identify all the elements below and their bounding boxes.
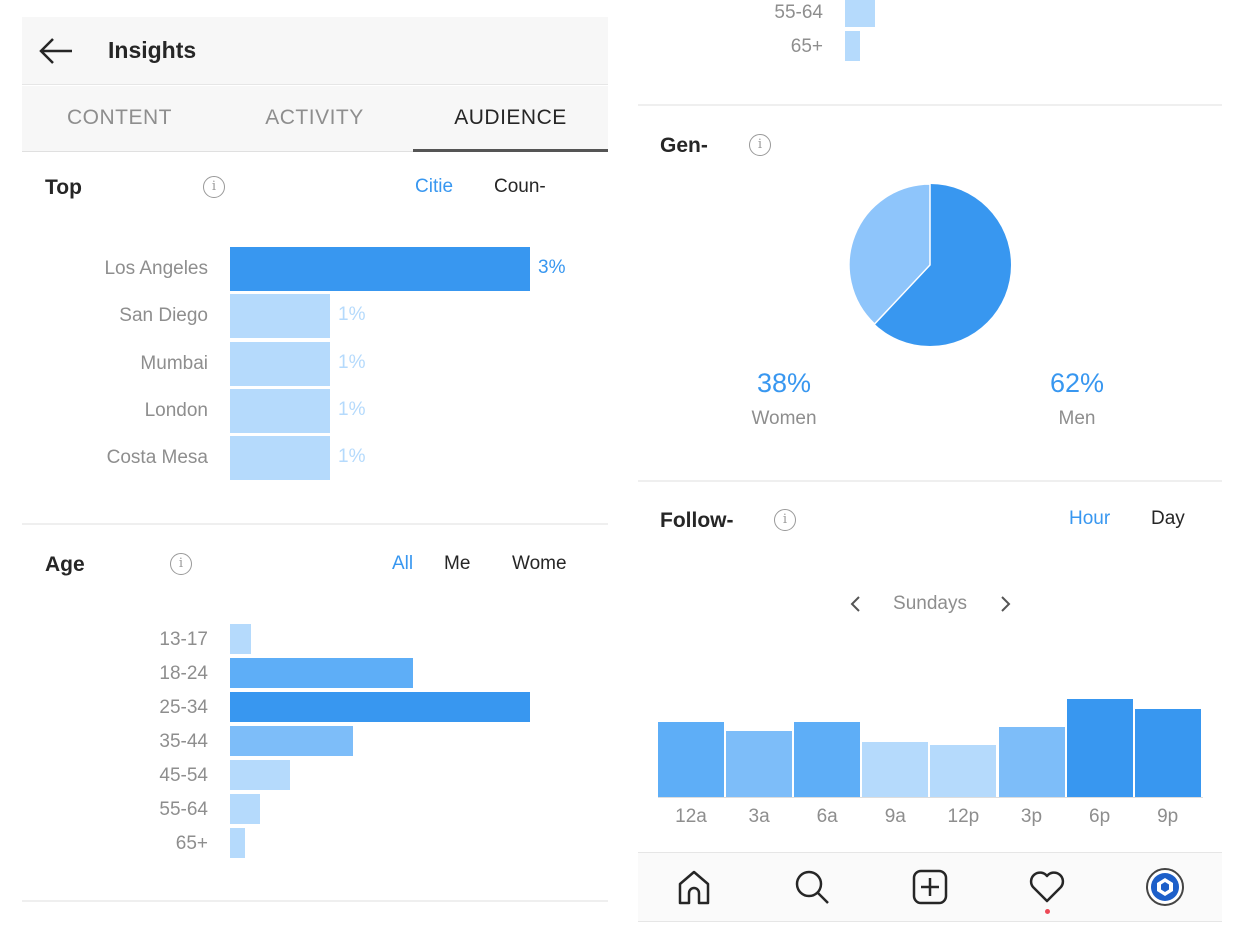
location-label: London xyxy=(144,399,208,421)
home-icon[interactable] xyxy=(674,867,714,907)
info-icon[interactable]: i xyxy=(170,553,192,575)
follower-bar xyxy=(726,731,793,797)
follower-bar xyxy=(1134,709,1201,797)
followers-title: Follow- xyxy=(660,509,734,532)
age-label: 35-44 xyxy=(159,731,208,752)
divider xyxy=(22,900,608,902)
follower-bar xyxy=(1066,699,1133,797)
age-label: 55-64 xyxy=(774,2,823,23)
day-label: Sundays xyxy=(893,593,967,614)
age-label: 45-54 xyxy=(159,765,208,786)
gender-pie-chart xyxy=(848,183,1011,346)
location-label: Los Angeles xyxy=(104,258,208,279)
age-bar xyxy=(230,692,530,722)
profile-avatar-icon[interactable] xyxy=(1145,867,1185,907)
follower-bar xyxy=(930,745,997,797)
hour-label: 3a xyxy=(748,806,770,827)
age-label: 18-24 xyxy=(159,663,208,684)
info-icon[interactable]: i xyxy=(749,134,771,156)
location-bar xyxy=(230,436,330,481)
hour-label: 6a xyxy=(816,806,838,827)
divider xyxy=(638,480,1222,482)
countries-toggle[interactable]: Coun- xyxy=(494,176,546,197)
age-all-toggle[interactable]: All xyxy=(392,553,414,574)
day-toggle[interactable]: Day xyxy=(1151,508,1185,529)
men-label: Men xyxy=(1058,408,1096,429)
back-arrow-icon[interactable] xyxy=(38,37,74,65)
location-percent: 1% xyxy=(338,304,366,326)
age-bar xyxy=(230,828,245,858)
top-locations-title: Top xyxy=(45,176,82,199)
age-label: 25-34 xyxy=(159,697,208,718)
tab-bar: CONTENT ACTIVITY AUDIENCE xyxy=(22,86,608,152)
heart-icon[interactable] xyxy=(1027,867,1067,907)
notification-dot xyxy=(1045,909,1050,914)
age-bar xyxy=(230,726,353,756)
hour-toggle[interactable]: Hour xyxy=(1069,508,1111,529)
age-title: Age xyxy=(45,553,85,576)
age-bar xyxy=(230,794,260,824)
location-percent: 1% xyxy=(338,351,366,373)
age-men-toggle[interactable]: Me xyxy=(444,553,471,574)
info-icon[interactable]: i xyxy=(203,176,225,198)
page-title: Insights xyxy=(108,37,197,63)
chevron-right-icon[interactable] xyxy=(999,595,1013,613)
bottom-nav xyxy=(638,852,1222,922)
women-label: Women xyxy=(751,408,817,429)
active-tab-indicator xyxy=(413,149,608,152)
hour-label: 9p xyxy=(1157,806,1179,827)
divider xyxy=(638,104,1222,106)
location-label: Costa Mesa xyxy=(106,447,208,469)
follower-bar xyxy=(998,727,1065,797)
hour-label: 6p xyxy=(1089,806,1111,827)
chevron-left-icon[interactable] xyxy=(848,595,862,613)
hour-label: 12p xyxy=(947,806,980,827)
age-label: 65+ xyxy=(175,833,208,854)
men-percent: 62% xyxy=(1049,368,1105,398)
age-bar xyxy=(230,658,413,688)
add-post-icon[interactable] xyxy=(910,867,950,907)
age-bar xyxy=(845,0,875,27)
divider xyxy=(22,523,608,525)
info-icon[interactable]: i xyxy=(774,509,796,531)
location-bar xyxy=(230,247,530,291)
app-header: Insights xyxy=(22,17,608,85)
age-bar xyxy=(230,760,290,790)
location-bar xyxy=(230,294,330,339)
location-percent: 1% xyxy=(338,446,366,468)
location-percent: 3% xyxy=(538,257,566,278)
chart-baseline xyxy=(658,797,1203,798)
cities-toggle[interactable]: Citie xyxy=(415,176,454,197)
hour-label: 3p xyxy=(1020,806,1043,827)
follower-bar xyxy=(794,722,861,797)
tab-audience[interactable]: AUDIENCE xyxy=(454,106,567,129)
tab-content[interactable]: CONTENT xyxy=(67,106,172,129)
gender-title: Gen- xyxy=(660,134,708,157)
location-label: San Diego xyxy=(119,305,208,327)
age-label: 13-17 xyxy=(159,629,208,650)
search-icon[interactable] xyxy=(792,867,832,907)
age-bar xyxy=(230,624,251,654)
follower-bar xyxy=(862,742,929,797)
age-label: 65+ xyxy=(790,36,823,57)
age-label: 55-64 xyxy=(159,799,208,820)
follower-bar xyxy=(658,722,724,797)
hour-label: 9a xyxy=(884,806,906,827)
pie-slice-women xyxy=(848,183,931,326)
tab-activity[interactable]: ACTIVITY xyxy=(265,106,364,129)
age-bar xyxy=(845,31,860,61)
hour-label: 12a xyxy=(675,806,707,827)
location-percent: 1% xyxy=(338,398,366,420)
women-percent: 38% xyxy=(756,368,812,398)
location-bar xyxy=(230,388,330,433)
location-bar xyxy=(230,341,330,386)
location-label: Mumbai xyxy=(140,352,208,374)
age-women-toggle[interactable]: Wome xyxy=(512,553,567,574)
